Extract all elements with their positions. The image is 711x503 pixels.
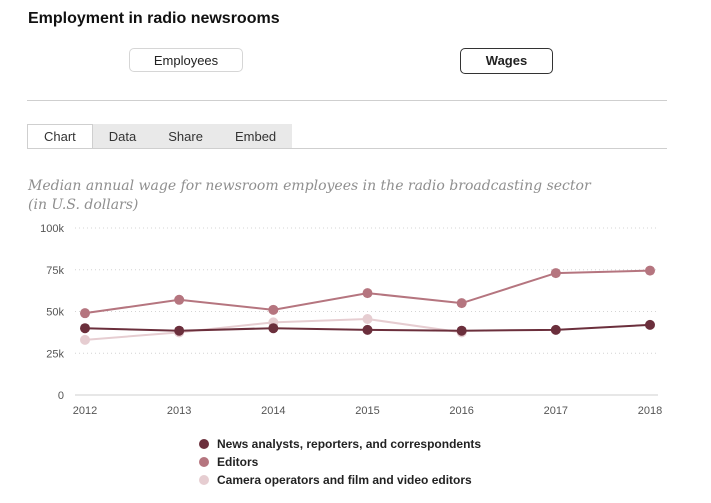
data-point bbox=[268, 304, 279, 315]
data-point bbox=[362, 314, 373, 325]
data-point bbox=[80, 323, 90, 334]
legend-item: Editors bbox=[199, 453, 481, 471]
chart-subtitle-line-2: (in U.S. dollars) bbox=[28, 197, 139, 213]
data-point bbox=[362, 288, 373, 299]
data-point bbox=[268, 323, 279, 334]
y-tick-label: 50k bbox=[46, 307, 64, 319]
data-point bbox=[174, 294, 185, 305]
chart-subtitle-line-1: Median annual wage for newsroom employee… bbox=[28, 178, 591, 194]
line-chart: 0 25k 50k 75k 100k 2012 2013 2014 2015 2016 2017 20… bbox=[40, 223, 662, 417]
divider bbox=[27, 100, 667, 101]
x-tick-label: 2016 bbox=[449, 405, 473, 417]
x-tick-label: 2018 bbox=[638, 405, 662, 417]
y-tick-label: 75k bbox=[46, 265, 64, 277]
legend-swatch bbox=[199, 475, 209, 485]
employees-toggle-button[interactable]: Employees bbox=[129, 48, 243, 72]
data-point bbox=[456, 325, 467, 336]
data-point bbox=[645, 265, 655, 276]
x-tick-label: 2013 bbox=[167, 405, 191, 417]
data-point bbox=[645, 319, 655, 330]
data-point bbox=[174, 325, 185, 336]
data-point bbox=[456, 298, 467, 309]
x-tick-label: 2012 bbox=[73, 405, 97, 417]
data-point bbox=[550, 268, 561, 279]
tab-chart[interactable]: Chart bbox=[27, 124, 93, 149]
tab-embed[interactable]: Embed bbox=[218, 124, 293, 149]
x-tick-label: 2014 bbox=[261, 405, 285, 417]
legend-item: Camera operators and film and video edit… bbox=[199, 471, 481, 489]
x-tick-label: 2015 bbox=[355, 405, 379, 417]
chart-subtitle: Median annual wage for newsroom employee… bbox=[28, 177, 628, 215]
tab-data[interactable]: Data bbox=[92, 124, 153, 149]
x-tick-label: 2017 bbox=[544, 405, 568, 417]
tab-bar: Chart Data Share Embed bbox=[27, 124, 293, 149]
chart-legend: News analysts, reporters, and correspond… bbox=[199, 435, 481, 489]
data-point bbox=[80, 334, 90, 345]
y-tick-label: 25k bbox=[46, 348, 64, 360]
legend-label: Camera operators and film and video edit… bbox=[217, 473, 472, 487]
data-point bbox=[550, 324, 561, 335]
legend-swatch bbox=[199, 439, 209, 449]
y-tick-label: 100k bbox=[40, 223, 64, 235]
wages-toggle-button[interactable]: Wages bbox=[460, 48, 553, 74]
legend-label: News analysts, reporters, and correspond… bbox=[217, 437, 482, 451]
data-point bbox=[362, 324, 373, 335]
page-title: Employment in radio newsrooms bbox=[28, 10, 280, 27]
data-point bbox=[80, 308, 90, 319]
tab-share[interactable]: Share bbox=[152, 124, 219, 149]
legend-item: News analysts, reporters, and correspond… bbox=[199, 435, 481, 453]
y-tick-label: 0 bbox=[58, 390, 64, 402]
legend-label: Editors bbox=[217, 455, 259, 469]
legend-swatch bbox=[199, 457, 209, 467]
tab-underline bbox=[27, 148, 667, 149]
